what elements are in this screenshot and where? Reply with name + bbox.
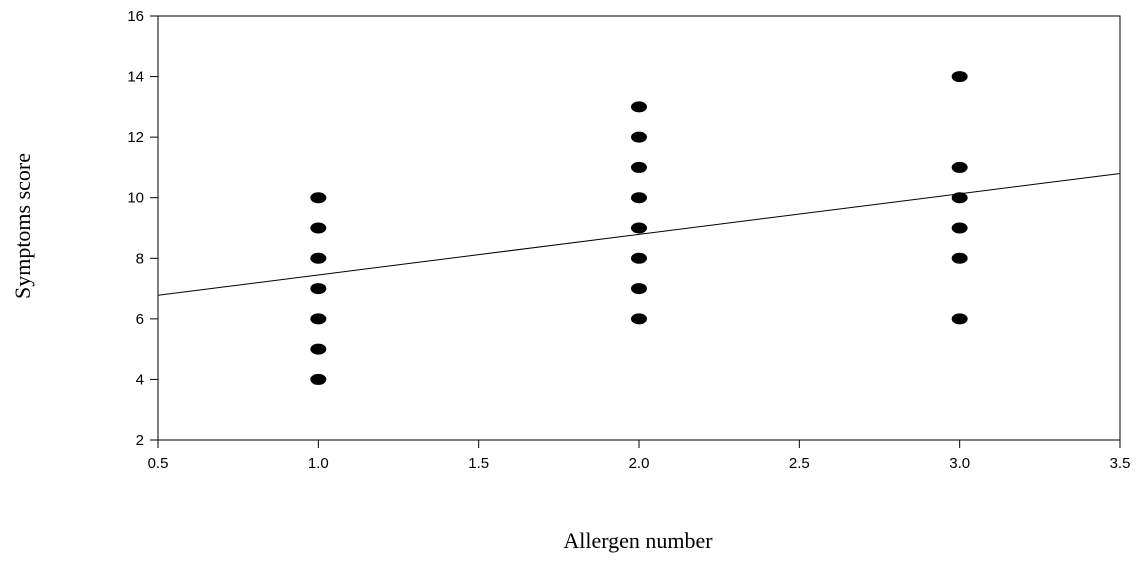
data-point — [951, 161, 968, 173]
y-tick-label: 2 — [136, 432, 144, 449]
plot-area: 2 4 6 8 10 12 14 16 0.5 1.0 1.5 2.0 2.5 3.0 3.5 — [127, 8, 1130, 472]
data-point — [631, 101, 647, 113]
x-tick-label: 0.5 — [148, 455, 169, 472]
data-point — [310, 252, 327, 264]
data-point — [631, 161, 647, 173]
x-tick-label: 2.0 — [629, 455, 650, 472]
data-point — [951, 192, 968, 204]
x-tick-label: 3.5 — [1110, 455, 1131, 472]
data-point — [631, 252, 647, 264]
data-point — [310, 343, 327, 355]
y-tick-label: 16 — [127, 8, 144, 25]
data-point — [310, 313, 327, 325]
x-tick-label: 1.0 — [308, 455, 329, 472]
y-axis-title: Symptoms score — [10, 153, 35, 299]
y-tick-label: 10 — [127, 190, 144, 207]
data-point — [310, 283, 327, 295]
data-point — [310, 192, 327, 204]
data-point — [631, 192, 647, 204]
data-point — [631, 131, 647, 143]
data-point — [951, 71, 968, 83]
y-tick-label: 8 — [136, 250, 144, 267]
x-tick-label: 1.5 — [468, 455, 489, 472]
x-tick-label: 3.0 — [949, 455, 970, 472]
y-tick-label: 14 — [127, 69, 144, 86]
data-point — [310, 373, 327, 385]
data-point — [631, 222, 647, 234]
data-point — [310, 222, 327, 234]
x-axis-title: Allergen number — [563, 528, 713, 553]
y-tick-label: 6 — [136, 311, 144, 328]
regression-line — [157, 172, 1121, 296]
y-tick-label: 12 — [127, 129, 144, 146]
data-point — [631, 313, 647, 325]
data-point — [631, 283, 647, 295]
x-tick-label: 2.5 — [789, 455, 810, 472]
y-tick-label: 4 — [136, 371, 144, 388]
data-point — [951, 222, 968, 234]
data-point — [951, 252, 968, 264]
data-point — [951, 313, 968, 325]
